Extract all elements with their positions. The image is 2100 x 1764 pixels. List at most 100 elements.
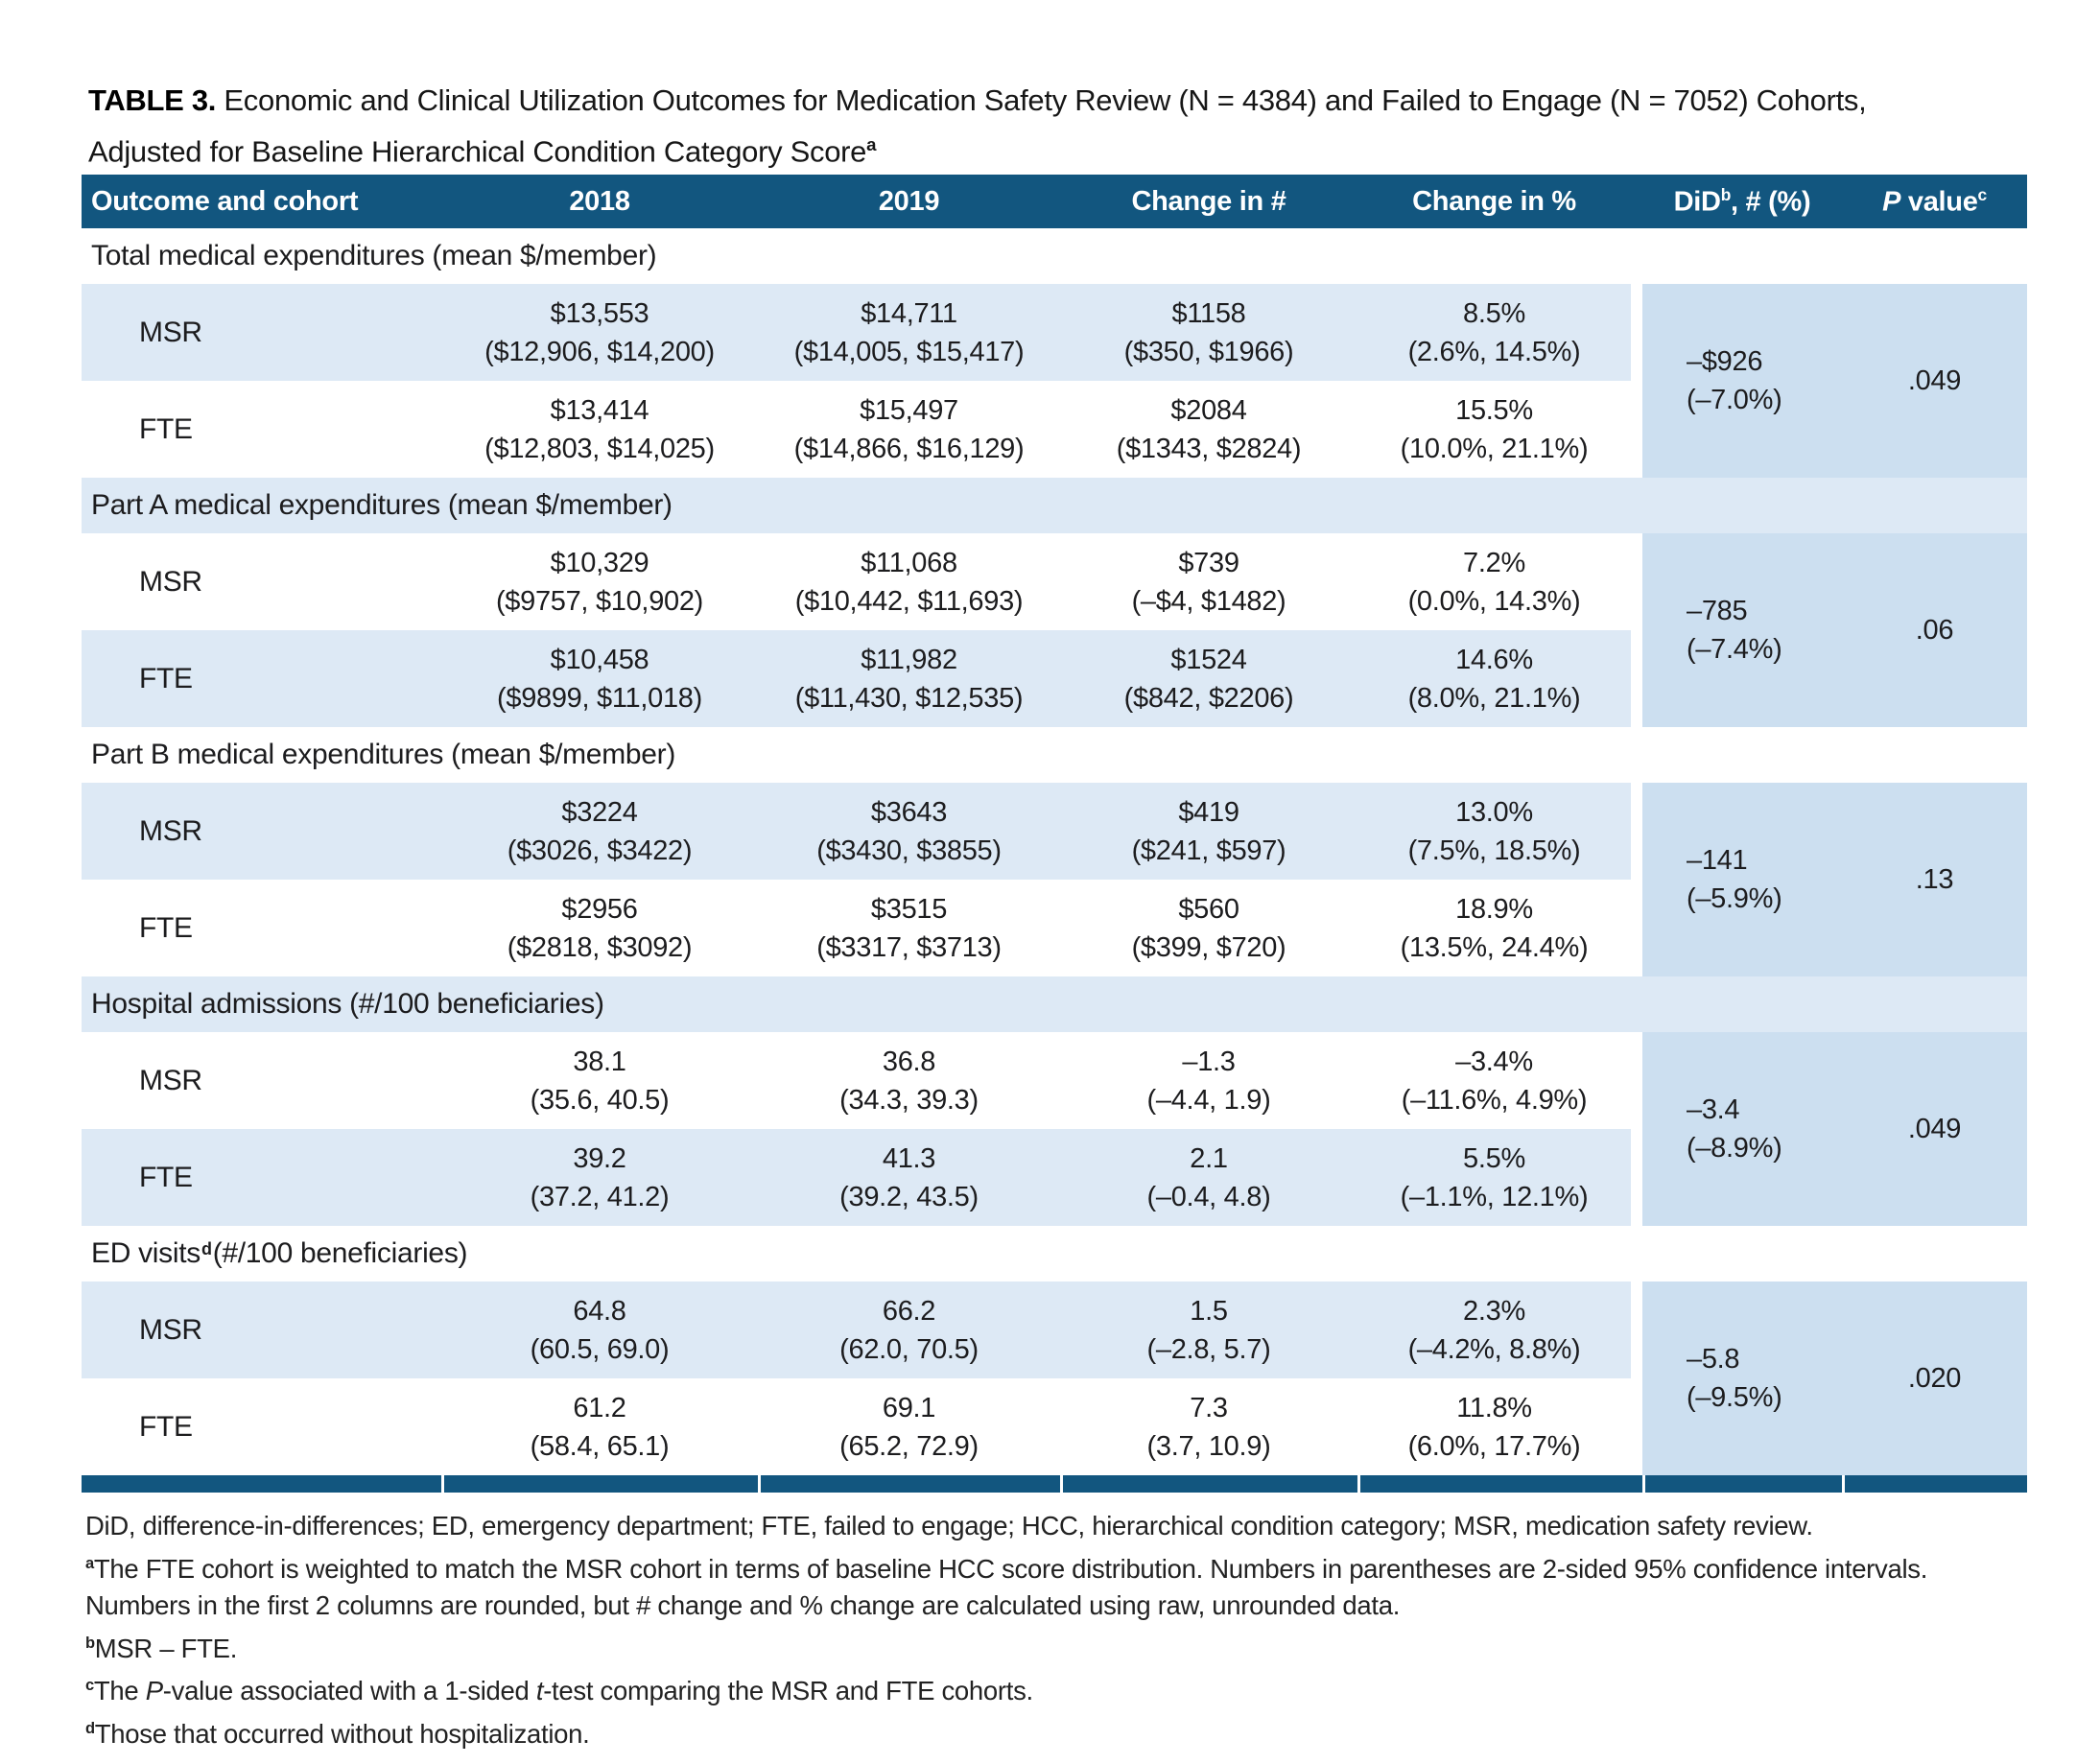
- value-cell-change-pct: 15.5% (10.0%, 21.1%): [1357, 381, 1631, 478]
- cohort-label-fte: FTE: [82, 381, 441, 478]
- column-header-change-pct: Change in %: [1412, 185, 1576, 217]
- table-section: Hospital admissions (#/100 beneficiaries…: [82, 976, 2027, 1226]
- table-title-text: Economic and Clinical Utilization Outcom…: [224, 83, 1867, 117]
- section-header: Hospital admissions (#/100 beneficiaries…: [82, 976, 2027, 1032]
- outcomes-table: Outcome and cohort 2018 2019 Change in #…: [82, 175, 2027, 1493]
- value: 41.3: [882, 1142, 936, 1174]
- did-panel: –3.4 (–8.9%) .049: [1642, 1032, 2027, 1226]
- confidence-interval: (–4.2%, 8.8%): [1407, 1333, 1581, 1365]
- did-value: –3.4: [1687, 1094, 1740, 1125]
- table-section: Part A medical expenditures (mean $/memb…: [82, 478, 2027, 727]
- column-header-outcome: Outcome and cohort: [91, 185, 359, 217]
- confidence-interval: (65.2, 72.9): [839, 1430, 979, 1462]
- table-title: TABLE 3. Economic and Clinical Utilizati…: [88, 79, 2036, 174]
- cohort-label-fte: FTE: [82, 630, 441, 727]
- confidence-interval: ($3026, $3422): [507, 835, 693, 866]
- confidence-interval: ($10,442, $11,693): [794, 585, 1024, 617]
- p-value: .13: [1915, 863, 1954, 895]
- value: –3.4%: [1455, 1046, 1533, 1077]
- did-cell: –785 (–7.4%): [1642, 592, 1842, 669]
- value-cell-change-pct: 11.8% (6.0%, 17.7%): [1357, 1378, 1631, 1475]
- value-cell-2019: $15,497 ($14,866, $16,129): [758, 381, 1060, 478]
- value: $3224: [561, 796, 638, 828]
- footnote-marker: c: [85, 1677, 94, 1695]
- confidence-interval: ($842, $2206): [1123, 682, 1294, 714]
- table-section: Total medical expenditures (mean $/membe…: [82, 228, 2027, 478]
- confidence-interval: ($12,803, $14,025): [484, 433, 715, 464]
- table-bottom-bar: [82, 1475, 2027, 1493]
- value-cell-change-n: 7.3 (3.7, 10.9): [1060, 1378, 1357, 1475]
- did-panel: –141 (–5.9%) .13: [1642, 783, 2027, 976]
- value: 39.2: [573, 1142, 626, 1174]
- table-title-line2: Adjusted for Baseline Hierarchical Condi…: [88, 134, 877, 169]
- value-cell-2019: 36.8 (34.3, 39.3): [758, 1032, 1060, 1129]
- value-cell-change-pct: –3.4% (–11.6%, 4.9%): [1357, 1032, 1631, 1129]
- cohort-label-msr: MSR: [82, 783, 441, 880]
- confidence-interval: (–2.8, 5.7): [1146, 1333, 1271, 1365]
- value-cell-change-n: $1158 ($350, $1966): [1060, 284, 1357, 381]
- value-cell-change-pct: 18.9% (13.5%, 24.4%): [1357, 880, 1631, 976]
- value-cell-change-n: 2.1 (–0.4, 4.8): [1060, 1129, 1357, 1226]
- confidence-interval: (–0.4, 4.8): [1146, 1181, 1271, 1212]
- did-ci: (–7.0%): [1687, 385, 1782, 415]
- value-cell-change-pct: 13.0% (7.5%, 18.5%): [1357, 783, 1631, 880]
- confidence-interval: (3.7, 10.9): [1146, 1430, 1271, 1462]
- value-cell-2019: $11,068 ($10,442, $11,693): [758, 533, 1060, 630]
- value: 66.2: [882, 1295, 936, 1327]
- value-cell-2019: $3515 ($3317, $3713): [758, 880, 1060, 976]
- section-header: Total medical expenditures (mean $/membe…: [82, 228, 2027, 284]
- confidence-interval: (13.5%, 24.4%): [1400, 931, 1589, 963]
- value: 36.8: [882, 1046, 936, 1077]
- value: 2.3%: [1463, 1295, 1525, 1327]
- value: 1.5: [1190, 1295, 1228, 1327]
- footnote-marker: a: [85, 1554, 94, 1572]
- cohort-label-msr: MSR: [82, 1282, 441, 1378]
- value-cell-change-n: $739 (–$4, $1482): [1060, 533, 1357, 630]
- footnote-marker: b: [85, 1634, 95, 1652]
- value: $419: [1178, 796, 1239, 828]
- did-cell: –$926 (–7.0%): [1642, 342, 1842, 419]
- value-cell-change-n: $560 ($399, $720): [1060, 880, 1357, 976]
- footnote-line: DiD, difference-in-differences; ED, emer…: [85, 1511, 1813, 1541]
- column-header-p-value: P valuec: [1882, 184, 1987, 218]
- value-cell-2018: 64.8 (60.5, 69.0): [441, 1282, 758, 1378]
- value-cell-change-pct: 7.2% (0.0%, 14.3%): [1357, 533, 1631, 630]
- value: 69.1: [882, 1392, 936, 1423]
- confidence-interval: (–1.1%, 12.1%): [1400, 1181, 1589, 1212]
- did-ci: (–8.9%): [1687, 1133, 1782, 1164]
- value-cell-change-n: $419 ($241, $597): [1060, 783, 1357, 880]
- value-cell-2018: $10,329 ($9757, $10,902): [441, 533, 758, 630]
- did-ci: (–9.5%): [1687, 1382, 1782, 1413]
- value: $3515: [870, 893, 948, 925]
- value: 61.2: [573, 1392, 626, 1423]
- value-cell-2018: $3224 ($3026, $3422): [441, 783, 758, 880]
- table-section: ED visits d (#/100 beneficiaries) MSR 64.…: [82, 1226, 2027, 1475]
- confidence-interval: ($9757, $10,902): [495, 585, 704, 617]
- confidence-interval: (–4.4, 1.9): [1146, 1084, 1271, 1116]
- value: $2084: [1170, 394, 1247, 426]
- confidence-interval: ($350, $1966): [1123, 336, 1294, 367]
- footnote-line: dThose that occurred without hospitaliza…: [85, 1719, 590, 1750]
- did-value: –5.8: [1687, 1344, 1740, 1375]
- confidence-interval: ($3317, $3713): [816, 931, 1002, 963]
- section-label: ED visits: [91, 1237, 201, 1269]
- cohort-label-msr: MSR: [82, 533, 441, 630]
- section-header: ED visits d (#/100 beneficiaries): [82, 1226, 2027, 1282]
- section-label-unit: (#/100 beneficiaries): [212, 1237, 468, 1269]
- value-cell-change-n: $1524 ($842, $2206): [1060, 630, 1357, 727]
- table-title-line1: TABLE 3. Economic and Clinical Utilizati…: [88, 79, 2036, 123]
- value-cell-2018: 38.1 (35.6, 40.5): [441, 1032, 758, 1129]
- bottom-bar-segment: [758, 1475, 1060, 1493]
- confidence-interval: ($2818, $3092): [507, 931, 693, 963]
- bottom-bar-segment: [1642, 1475, 1842, 1493]
- cohort-label-msr: MSR: [82, 284, 441, 381]
- section-label: Total medical expenditures (mean $/membe…: [91, 240, 657, 271]
- confidence-interval: (2.6%, 14.5%): [1407, 336, 1581, 367]
- value-cell-2018: $13,414 ($12,803, $14,025): [441, 381, 758, 478]
- confidence-interval: ($241, $597): [1131, 835, 1286, 866]
- confidence-interval: (62.0, 70.5): [839, 1333, 979, 1365]
- value-cell-2018: $10,458 ($9899, $11,018): [441, 630, 758, 727]
- value: 11.8%: [1456, 1392, 1532, 1423]
- value: $14,711: [861, 297, 957, 329]
- table-section: Part B medical expenditures (mean $/memb…: [82, 727, 2027, 976]
